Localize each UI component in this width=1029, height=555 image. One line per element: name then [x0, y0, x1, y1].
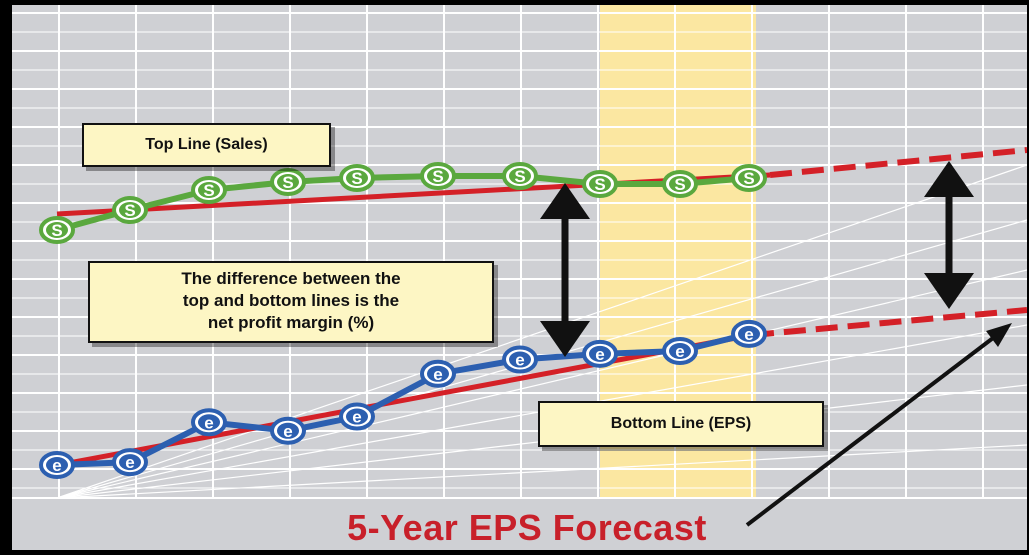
eps-series-line — [56, 330, 750, 468]
svg-text:S: S — [351, 169, 362, 188]
svg-text:e: e — [52, 456, 61, 475]
svg-text:e: e — [204, 413, 213, 432]
top-line-label: Top Line (Sales) — [82, 123, 331, 167]
svg-text:e: e — [675, 342, 684, 361]
svg-text:e: e — [352, 408, 361, 427]
eps-marker: e — [582, 339, 618, 368]
forecast-title: 5-Year EPS Forecast — [347, 507, 707, 548]
eps-marker: e — [339, 402, 375, 431]
eps-marker: e — [731, 319, 767, 348]
sales-markers: S S S S S S S S S S — [39, 162, 767, 244]
eps-marker: e — [191, 408, 227, 437]
sales-marker: S — [420, 162, 456, 190]
eps-markers: e e e e e e e e e e — [39, 319, 767, 479]
eps-marker: e — [270, 416, 306, 445]
svg-text:e: e — [125, 453, 134, 472]
margin-arrow-right — [924, 161, 974, 309]
svg-text:S: S — [124, 201, 135, 220]
bottom-line-label: Bottom Line (EPS) — [538, 401, 824, 447]
svg-text:e: e — [595, 345, 604, 364]
eps-marker: e — [420, 359, 456, 388]
sales-marker: S — [112, 196, 148, 224]
sales-marker: S — [502, 162, 538, 190]
sales-marker: S — [662, 170, 698, 198]
svg-text:S: S — [743, 169, 754, 188]
svg-text:e: e — [433, 365, 442, 384]
fan-line — [56, 164, 1027, 499]
sales-marker: S — [270, 168, 306, 196]
svg-text:e: e — [283, 422, 292, 441]
eps-marker: e — [662, 337, 698, 365]
fan-line — [56, 444, 1027, 499]
diagram-canvas: S S S S S S S S S S e e e e e e e e e e — [12, 5, 1027, 527]
profit-margin-note: The difference between the top and botto… — [88, 261, 494, 343]
eps-marker: e — [502, 345, 538, 374]
svg-text:e: e — [744, 325, 753, 344]
eps-forecast-dash — [751, 307, 1027, 338]
svg-text:S: S — [282, 173, 293, 192]
svg-text:S: S — [432, 167, 443, 186]
svg-text:e: e — [515, 351, 524, 370]
svg-text:S: S — [51, 221, 62, 240]
eps-marker: e — [39, 451, 75, 479]
sales-series-line — [56, 173, 750, 233]
note-line-2: top and bottom lines is the — [182, 291, 400, 310]
sales-marker: S — [731, 164, 767, 192]
note-line-3: net profit margin (%) — [207, 313, 375, 332]
note-line-1: The difference between the — [181, 269, 401, 288]
eps-marker: e — [112, 448, 148, 477]
sales-marker: S — [191, 176, 227, 204]
svg-text:S: S — [674, 175, 685, 194]
sales-marker: S — [339, 164, 375, 192]
svg-text:S: S — [594, 175, 605, 194]
horizontal-grid — [12, 12, 1027, 489]
forecast-pointer-arrow — [745, 323, 1012, 527]
sales-forecast-dash — [769, 147, 1027, 178]
margin-arrow-left — [540, 183, 590, 357]
sales-marker: S — [39, 216, 75, 244]
sales-marker: S — [582, 170, 618, 198]
svg-text:S: S — [203, 181, 214, 200]
diagram-frame: S S S S S S S S S S e e e e e e e e e e Top Line (Sales) T… — [12, 5, 1027, 550]
fan-line — [56, 269, 1027, 499]
svg-text:S: S — [514, 167, 525, 186]
